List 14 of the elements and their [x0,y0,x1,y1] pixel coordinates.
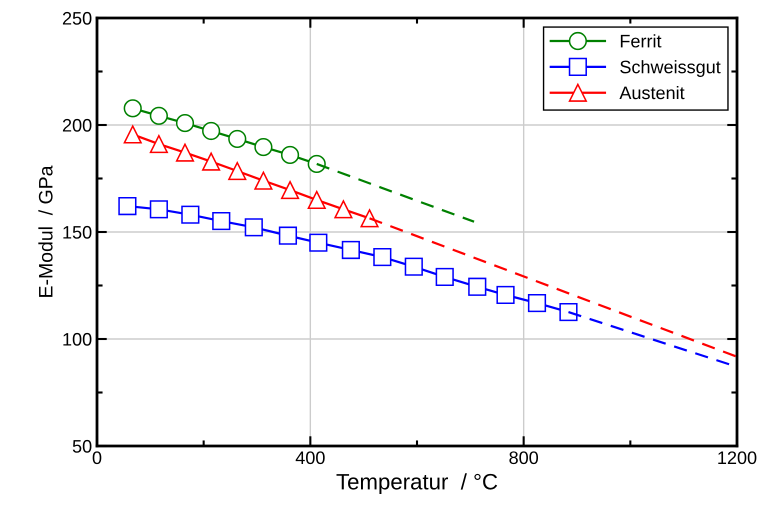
x-tick-label: 1200 [718,451,756,464]
x-axis-title: Temperatur / °C [336,473,498,494]
y-tick-label: 50 [72,440,92,453]
x-tick-label: 0 [92,451,102,464]
x-tick-label: 800 [509,451,538,464]
y-tick-label: 200 [62,118,92,132]
x-tick-label: 400 [296,451,325,464]
y-tick-label: 100 [63,332,92,346]
legend-label: Ferrit [620,34,662,48]
y-axis-title: E-Modul / GPa [38,166,53,297]
y-tick-label: 250 [62,12,92,25]
legend-label: Schweissgut [620,60,721,77]
legend-label: Austenit [619,86,684,100]
y-tick-label: 150 [63,226,92,239]
